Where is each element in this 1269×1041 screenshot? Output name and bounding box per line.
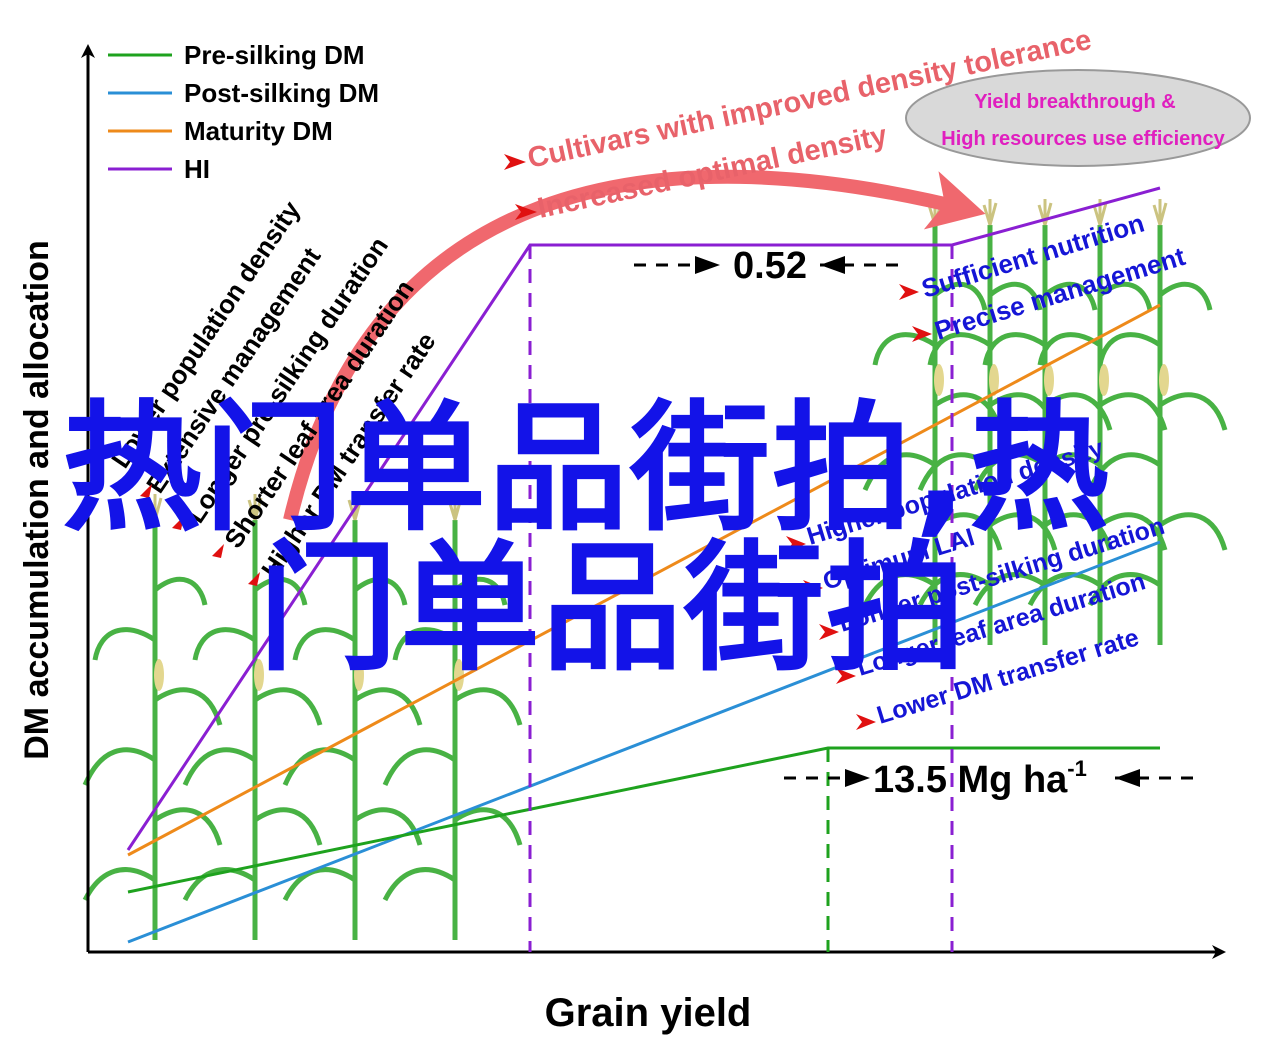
legend-label-post-silking: Post-silking DM <box>184 78 379 108</box>
legend-label-maturity: Maturity DM <box>184 116 333 146</box>
legend-label-hi: HI <box>184 154 210 184</box>
outcome-ellipse: Yield breakthrough & High resources use … <box>905 69 1251 167</box>
hi-line <box>126 186 1161 851</box>
y-axis-title: DM accumulation and allocation <box>18 240 56 760</box>
dm-annotation: 13.5 Mg ha-1 <box>784 756 1200 801</box>
maturity-dm-line <box>127 303 1161 857</box>
ellipse-line-1: Yield breakthrough & <box>974 91 1176 113</box>
ellipse-line-2: High resources use efficiency <box>941 128 1225 150</box>
post-silking-dm-line <box>127 540 1161 944</box>
guide-lines <box>528 245 954 952</box>
legend: Pre-silking DM Post-silking DM Maturity … <box>108 40 379 184</box>
right-lower-factors: Higher population density Optimum LAI Lo… <box>786 434 1168 730</box>
hi-annotation: 0.52 <box>634 245 906 287</box>
axes <box>81 44 1226 959</box>
dm-value: 13.5 Mg ha-1 <box>873 756 1087 801</box>
x-axis-title: Grain yield <box>545 991 752 1035</box>
improvement-arrow <box>283 169 986 522</box>
hi-value: 0.52 <box>733 245 807 287</box>
legend-label-pre-silking: Pre-silking DM <box>184 40 365 70</box>
